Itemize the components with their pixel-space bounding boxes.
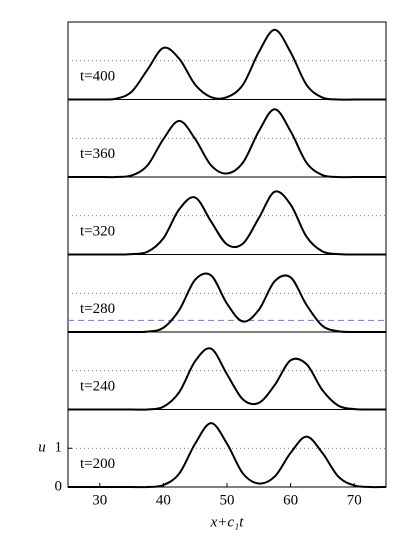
panel-label: t=400 <box>80 68 115 84</box>
x-tick-label: 40 <box>156 492 171 508</box>
y-tick-label: 0 <box>55 478 63 494</box>
panel-label: t=280 <box>80 301 115 317</box>
panel-label: t=360 <box>80 146 115 162</box>
y-axis-label: u <box>38 440 46 456</box>
y-tick-label: 1 <box>55 440 63 456</box>
curve <box>67 108 386 179</box>
x-axis-label: x+c₁t <box>210 514 245 530</box>
curve <box>67 347 387 411</box>
x-tick-label: 50 <box>220 492 235 508</box>
panel-frame <box>67 21 387 100</box>
curve <box>67 190 386 256</box>
panel-label: t=240 <box>80 378 115 394</box>
curve <box>68 272 386 334</box>
curve <box>68 28 386 101</box>
panel-frame <box>67 176 387 255</box>
x-tick-label: 70 <box>347 492 362 508</box>
panel-frame <box>67 99 387 178</box>
curve <box>67 422 387 489</box>
x-tick-label: 30 <box>92 492 107 508</box>
panel-frame <box>67 331 387 410</box>
panel-label: t=320 <box>80 223 115 239</box>
panel-label: t=200 <box>80 456 115 472</box>
x-tick-label: 60 <box>283 492 298 508</box>
